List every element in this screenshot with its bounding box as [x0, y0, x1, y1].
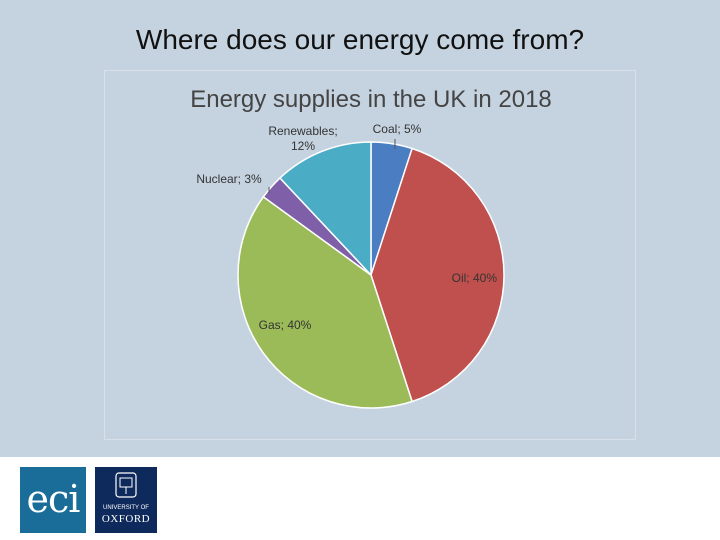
- pie-slice-oil: [370, 147, 505, 403]
- data-label-gas: Gas; 40%: [259, 318, 312, 332]
- data-label-coal: Coal; 5%: [373, 122, 422, 136]
- slide-title: Where does our energy come from?: [135, 24, 585, 55]
- chart-frame: Energy supplies in the UK in 2018 Coal; …: [104, 70, 636, 440]
- oxford-logo: UNIVERSITY OF OXFORD: [95, 467, 157, 533]
- data-label-renewables: Renewables; 12%: [268, 124, 337, 153]
- eci-logo: eci: [20, 467, 86, 533]
- pie-slice-gas: [237, 195, 414, 409]
- oxford-logo-university: UNIVERSITY OF: [103, 505, 149, 511]
- data-label-oil: Oil; 40%: [452, 271, 498, 285]
- pie-slice-renewables: [278, 141, 372, 277]
- oxford-crest-icon: [115, 472, 137, 498]
- chart-title: Energy supplies in the UK in 2018: [190, 86, 552, 113]
- oxford-logo-name: OXFORD: [101, 513, 151, 525]
- data-label-nuclear: Nuclear; 3%: [196, 172, 262, 186]
- eci-logo-text: eci: [26, 477, 81, 521]
- pie-chart: Energy supplies in the UK in 2018 Coal; …: [190, 86, 552, 409]
